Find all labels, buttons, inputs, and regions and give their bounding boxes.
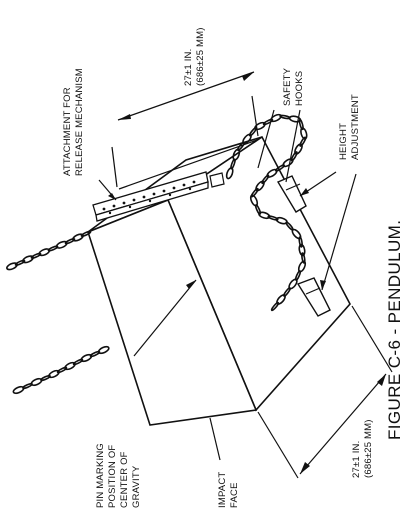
- svg-text:(686±25 MM): (686±25 MM): [363, 419, 374, 478]
- chain-link: [254, 204, 262, 215]
- chain-link: [56, 366, 68, 374]
- svg-text:HEIGHT: HEIGHT: [338, 123, 349, 160]
- dimension-right: [257, 305, 393, 479]
- chain-link: [290, 151, 298, 162]
- chain-link: [254, 121, 266, 131]
- chain-link: [30, 252, 42, 259]
- chain-link: [55, 240, 68, 249]
- svg-text:GRAVITY: GRAVITY: [131, 465, 142, 508]
- chain-link: [80, 230, 92, 237]
- chain-link: [276, 294, 286, 305]
- chain-link: [298, 118, 304, 131]
- chain-link: [266, 168, 278, 178]
- chain-link: [14, 259, 26, 266]
- chain-left-upper: [6, 230, 92, 271]
- chain-link: [64, 361, 76, 371]
- chain-link: [279, 114, 291, 120]
- chain-link: [48, 369, 60, 379]
- chain-left-lower: [12, 345, 110, 395]
- chain-link: [261, 174, 270, 185]
- label-dimension-top: 27±1 IN. (686±25 MM): [183, 27, 206, 86]
- dimension-top: [111, 71, 259, 188]
- label-attachment: ATTACHMENT FOR RELEASE MECHANISM: [62, 68, 85, 176]
- leader-lines: [98, 109, 357, 461]
- svg-text:(686±25 MM): (686±25 MM): [195, 27, 206, 86]
- chain-link: [283, 287, 291, 297]
- chain-link: [97, 345, 110, 355]
- svg-text:ADJUSTMENT: ADJUSTMENT: [350, 94, 361, 160]
- chain-link: [274, 164, 286, 172]
- svg-text:CENTER OF: CENTER OF: [119, 451, 130, 508]
- figure-caption: FIGURE C-6 - PENDULUM.: [385, 220, 404, 440]
- chain-link: [267, 215, 279, 221]
- chain-link: [248, 126, 258, 137]
- chain-link: [40, 374, 51, 382]
- chain-link: [72, 358, 84, 366]
- chain-link: [89, 350, 101, 358]
- chain-link: [72, 233, 84, 242]
- chain-safety: [225, 113, 308, 312]
- chain-link: [80, 353, 93, 363]
- svg-text:PIN MARKING: PIN MARKING: [95, 443, 106, 508]
- chain-link: [294, 143, 303, 155]
- svg-text:RELEASE MECHANISM: RELEASE MECHANISM: [74, 68, 85, 176]
- svg-text:ATTACHMENT FOR: ATTACHMENT FOR: [62, 87, 73, 176]
- svg-text:FACE: FACE: [229, 482, 240, 508]
- svg-text:IMPACT: IMPACT: [217, 472, 228, 508]
- label-safety-hooks: SAFETY HOOKS: [282, 67, 305, 106]
- top-back-edge: [118, 139, 258, 190]
- svg-text:SAFETY: SAFETY: [282, 67, 293, 106]
- svg-text:27±1 IN.: 27±1 IN.: [351, 441, 362, 478]
- release-mechanism-bar: [92, 171, 225, 222]
- label-impact-face: IMPACT FACE: [217, 472, 240, 508]
- chain-link: [47, 245, 59, 252]
- label-dimension-right: 27±1 IN. (686±25 MM): [351, 419, 374, 478]
- chain-link: [301, 252, 306, 264]
- label-height-adjustment: HEIGHT ADJUSTMENT: [338, 94, 361, 160]
- svg-text:HOOKS: HOOKS: [294, 71, 305, 106]
- svg-text:27±1 IN.: 27±1 IN.: [183, 49, 194, 86]
- chain-link: [270, 301, 280, 312]
- chain-link: [262, 118, 274, 126]
- safety-hook-lower: [296, 277, 331, 317]
- chain-link: [299, 136, 307, 147]
- chain-link: [236, 141, 246, 152]
- impact-face: [87, 198, 258, 426]
- label-pin-marking: PIN MARKING POSITION OF CENTER OF GRAVIT…: [95, 443, 142, 508]
- chain-link: [64, 238, 76, 245]
- chain-link: [255, 180, 265, 192]
- chain-link: [291, 228, 302, 240]
- chain-link: [298, 243, 306, 257]
- chain-link: [258, 211, 271, 220]
- chain-link: [298, 236, 303, 248]
- chain-link: [6, 262, 18, 271]
- chain-link: [22, 255, 34, 264]
- svg-text:POSITION OF: POSITION OF: [107, 445, 118, 508]
- chain-link: [38, 248, 51, 257]
- chain-link: [242, 133, 252, 145]
